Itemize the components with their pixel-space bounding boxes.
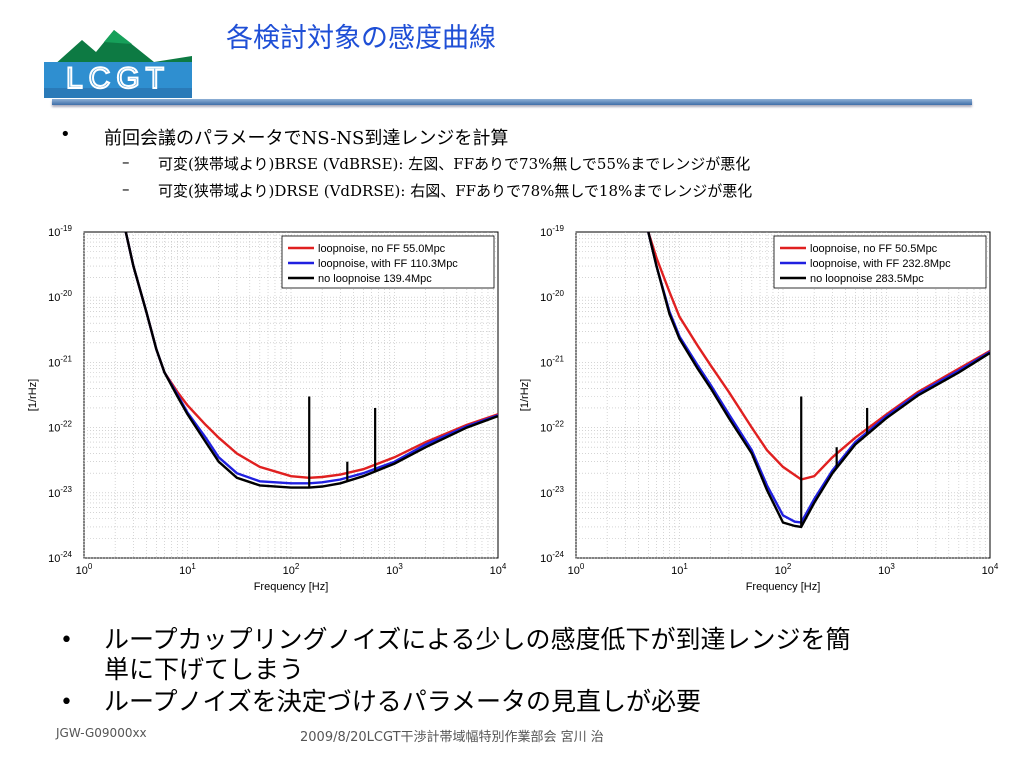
bottom-bullet-1-cont: 単に下げてしまう bbox=[104, 655, 305, 684]
title-rule bbox=[52, 99, 972, 105]
legend-entry: loopnoise, no FF 50.5Mpc bbox=[810, 243, 938, 255]
y-tick-label: 10-19 bbox=[48, 224, 72, 239]
legend-entry: no loopnoise 283.5Mpc bbox=[810, 273, 924, 285]
y-tick-label: 10-21 bbox=[48, 354, 72, 369]
sub-bullet-dash: – bbox=[122, 180, 130, 198]
legend-entry: no loopnoise 139.4Mpc bbox=[318, 273, 432, 285]
bullet-dot: • bbox=[60, 628, 73, 653]
x-tick-label: 103 bbox=[878, 562, 895, 577]
lcgt-logo: LCGT bbox=[44, 30, 192, 98]
legend-entry: loopnoise, no FF 55.0Mpc bbox=[318, 243, 446, 255]
legend-box bbox=[281, 235, 495, 289]
x-axis-label: Frequency [Hz] bbox=[746, 581, 821, 593]
series-line bbox=[124, 232, 498, 489]
y-tick-label: 10-23 bbox=[540, 485, 564, 500]
footer-center: 2009/8/20LCGT干渉計帯域幅特別作業部会 宮川 治 bbox=[300, 730, 604, 745]
series-line bbox=[647, 232, 990, 481]
y-tick-label: 10-24 bbox=[48, 550, 72, 565]
slide-title: 各検討対象の感度曲線 bbox=[226, 23, 496, 54]
x-tick-label: 100 bbox=[568, 562, 585, 577]
x-tick-label: 104 bbox=[490, 562, 507, 577]
footer-left: JGW-G09000xx bbox=[56, 726, 147, 740]
bullet-dot: • bbox=[60, 124, 71, 145]
logo-text: LCGT bbox=[66, 62, 170, 95]
chart-left: 100 101 102 103 104 10-19 10-20 10-21 10-22 10-23… bbox=[27, 224, 507, 593]
x-tick-label: 101 bbox=[179, 562, 196, 577]
series-line bbox=[647, 232, 990, 529]
x-tick-label: 104 bbox=[982, 562, 999, 577]
legend-entry: loopnoise, with FF 232.8Mpc bbox=[810, 258, 951, 270]
legend-entry: loopnoise, with FF 110.3Mpc bbox=[318, 258, 458, 270]
bottom-bullet-2: ループノイズを決定づけるパラメータの見直しが必要 bbox=[104, 687, 702, 716]
sub-bullet-dash: – bbox=[122, 153, 130, 171]
main-bullet: 前回会議のパラメータでNS-NS到達レンジを計算 bbox=[104, 128, 509, 149]
sub-bullet-2: 可変(狭帯域より)DRSE (VdDRSE): 右図、FFありで78%無しで18… bbox=[158, 182, 753, 200]
bullet-dot: • bbox=[60, 690, 73, 715]
y-tick-label: 10-22 bbox=[48, 420, 72, 435]
y-tick-label: 10-19 bbox=[540, 224, 564, 239]
y-tick-label: 10-23 bbox=[48, 485, 72, 500]
legend-box bbox=[773, 235, 987, 289]
x-tick-label: 102 bbox=[775, 562, 792, 577]
y-axis-label: [1/rHz] bbox=[27, 379, 39, 411]
sub-bullet-1: 可変(狭帯域より)BRSE (VdBRSE): 左図、FFありで73%無しで55… bbox=[158, 155, 751, 173]
y-tick-label: 10-24 bbox=[540, 550, 564, 565]
y-tick-label: 10-21 bbox=[540, 354, 564, 369]
bottom-bullet-1: ループカップリングノイズによる少しの感度低下が到達レンジを簡 bbox=[104, 625, 851, 654]
x-tick-label: 102 bbox=[283, 562, 300, 577]
x-tick-label: 103 bbox=[386, 562, 403, 577]
x-axis-label: Frequency [Hz] bbox=[254, 581, 329, 593]
y-axis-label: [1/rHz] bbox=[519, 379, 531, 411]
y-tick-label: 10-20 bbox=[540, 289, 564, 304]
y-tick-label: 10-22 bbox=[540, 420, 564, 435]
x-tick-label: 101 bbox=[671, 562, 688, 577]
y-tick-label: 10-20 bbox=[48, 289, 72, 304]
chart-right: 100 101 102 103 104 10-19 10-20 10-21 10-22 10-23… bbox=[519, 224, 999, 593]
x-tick-label: 100 bbox=[76, 562, 93, 577]
